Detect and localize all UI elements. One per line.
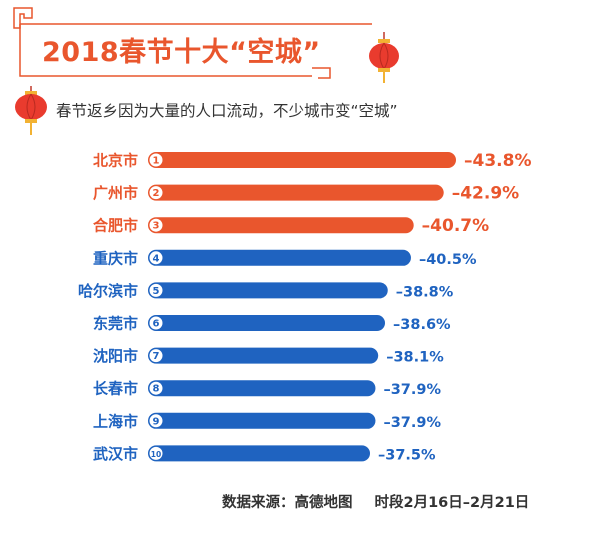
value-label: –38.8% [396, 284, 454, 300]
value-label: –38.1% [386, 350, 444, 366]
category-label: 广州市 [93, 184, 138, 202]
bar [148, 347, 379, 364]
value-label: –37.9% [383, 415, 441, 431]
rank-number: 2 [153, 188, 160, 199]
category-label: 合肥市 [92, 217, 138, 235]
chart-subtitle: 春节返乡因为大量的人口流动，不少城市变“空城” [56, 102, 398, 120]
rank-number: 7 [153, 351, 160, 362]
bar [148, 380, 376, 397]
lantern-icon [369, 32, 399, 83]
source-note: 数据来源：高德地图 时段2月16日–2月21日 [222, 491, 529, 512]
bar [148, 315, 386, 331]
title-frame [13, 7, 372, 79]
rank-number: 4 [153, 253, 160, 264]
bar [148, 152, 456, 168]
value-label: –42.9% [452, 184, 519, 204]
category-label: 沈阳市 [93, 347, 138, 365]
value-label: –40.7% [422, 216, 489, 236]
rank-badge [149, 186, 163, 200]
value-label: –37.9% [383, 382, 441, 398]
bar [148, 249, 411, 266]
rank-badge [149, 251, 163, 265]
rank-badge [149, 218, 163, 232]
chart-title: 2018春节十大“空城” [42, 37, 321, 68]
rank-number: 1 [153, 156, 160, 167]
category-label: 上海市 [93, 412, 138, 430]
rank-badge [149, 414, 163, 428]
period-label: 时段2月16日–2月21日 [374, 495, 530, 511]
category-label: 哈尔滨市 [78, 282, 138, 300]
lantern-icon [15, 86, 47, 135]
rank-number: 3 [153, 221, 160, 232]
rank-number: 5 [153, 286, 160, 297]
category-label: 武汉市 [93, 445, 138, 463]
rank-badge [149, 381, 163, 395]
rank-badge [149, 446, 163, 460]
bar [148, 445, 370, 462]
value-label: –38.6% [393, 317, 451, 333]
value-label: –37.5% [378, 447, 436, 463]
bar [148, 282, 388, 299]
value-label: –40.5% [419, 252, 477, 268]
source-label: 数据来源：高德地图 [222, 495, 353, 511]
rank-badge [149, 316, 163, 330]
rank-number: 9 [153, 416, 160, 427]
rank-number: 6 [153, 319, 160, 330]
category-label: 北京市 [93, 152, 138, 170]
rank-badge [149, 349, 163, 363]
rank-badge [149, 153, 163, 167]
rank-badge [149, 283, 163, 297]
rank-number: 8 [153, 384, 160, 395]
category-label: 重庆市 [93, 249, 138, 267]
value-label: –43.8% [464, 151, 531, 171]
category-label: 东莞市 [93, 315, 138, 333]
bar [148, 184, 444, 201]
bar [148, 217, 414, 234]
bar [148, 412, 376, 429]
category-label: 长春市 [93, 380, 138, 398]
rank-number: 10 [151, 450, 161, 459]
